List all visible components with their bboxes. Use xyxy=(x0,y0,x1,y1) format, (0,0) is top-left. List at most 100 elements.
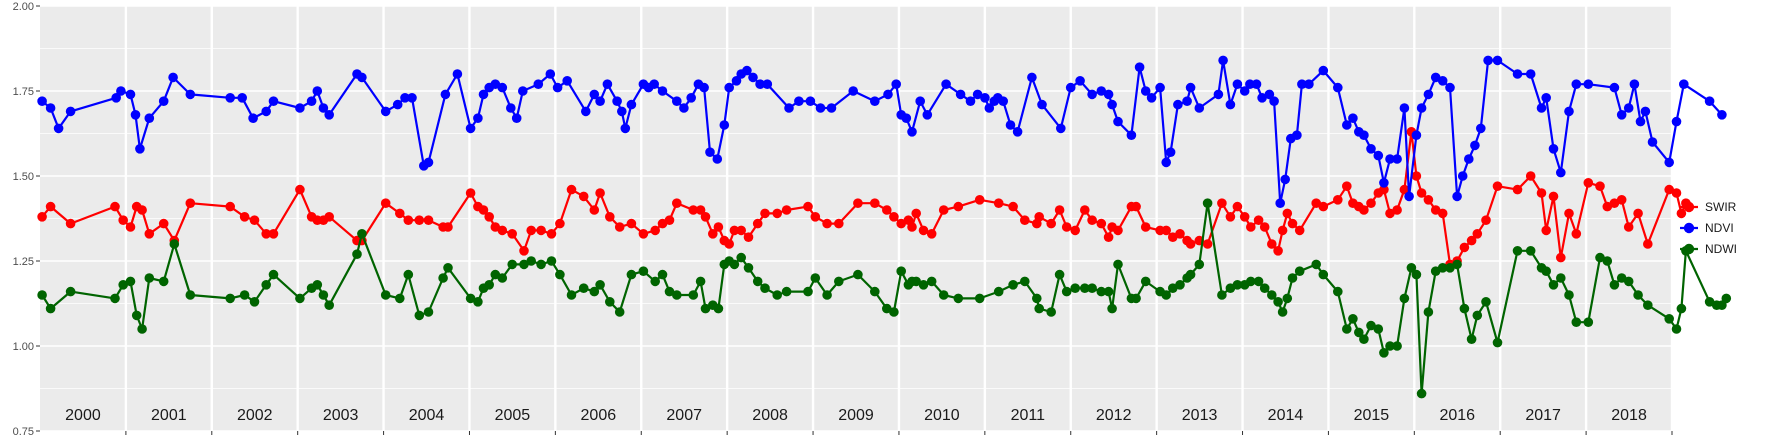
y-tick-label: 0.75 xyxy=(13,426,34,438)
swir-data-point xyxy=(1385,208,1395,219)
ndvi-data-point xyxy=(686,93,696,103)
ndvi-data-point xyxy=(1525,69,1536,79)
ndwi-data-point xyxy=(1333,286,1343,297)
ndwi-data-point xyxy=(688,290,699,300)
ndwi-data-point xyxy=(65,286,76,297)
swir-data-point xyxy=(1411,171,1422,181)
ndvi-data-point xyxy=(261,106,272,117)
ndvi-data-point xyxy=(1359,130,1369,140)
year-label: 2006 xyxy=(581,407,617,424)
year-label: 2017 xyxy=(1525,407,1561,424)
swir-data-point xyxy=(555,218,565,229)
ndwi-data-point xyxy=(1131,293,1141,304)
ndwi-data-point xyxy=(1379,348,1389,358)
swir-data-point xyxy=(626,218,637,229)
swir-data-point xyxy=(158,218,169,229)
ndwi-data-point xyxy=(414,310,425,321)
ndvi-data-point xyxy=(901,113,912,123)
ndwi-data-point xyxy=(1445,263,1455,273)
ndvi-data-point xyxy=(1134,62,1145,72)
swir-data-point xyxy=(882,205,892,215)
ndvi-data-point xyxy=(755,79,765,89)
ndwi-data-point xyxy=(672,290,682,300)
ndvi-data-point xyxy=(826,103,837,113)
ndvi-data-point xyxy=(1583,79,1594,89)
ndvi-data-point xyxy=(473,113,483,123)
swir-data-point xyxy=(638,229,649,239)
ndvi-data-point xyxy=(45,103,56,113)
ndvi-data-point xyxy=(1411,130,1422,140)
swir-data-point xyxy=(65,218,76,229)
year-label: 2005 xyxy=(495,407,531,424)
ndwi-data-point xyxy=(657,269,668,280)
ndvi-data-point xyxy=(1155,82,1165,93)
ndwi-data-point xyxy=(1070,283,1080,294)
ndvi-data-point xyxy=(1280,174,1290,185)
ndwi-data-point xyxy=(497,273,508,283)
ndvi-data-point xyxy=(1512,69,1523,79)
ndvi-data-point xyxy=(1107,99,1117,110)
ndwi-data-point xyxy=(1359,334,1369,345)
swir-data-point xyxy=(1633,208,1643,219)
ndvi-data-point xyxy=(1464,154,1474,164)
ndvi-data-point xyxy=(1385,154,1395,164)
ndvi-data-point xyxy=(1304,79,1314,89)
ndwi-data-point xyxy=(295,293,305,304)
swir-data-point xyxy=(1287,218,1298,229)
ndvi-data-point xyxy=(612,96,622,106)
ndvi-data-point xyxy=(1399,103,1410,113)
ndvi-data-point xyxy=(784,103,794,113)
ndvi-data-point xyxy=(1005,120,1016,130)
swir-data-point xyxy=(1466,235,1477,246)
swir-data-point xyxy=(324,212,335,222)
ndvi-data-point xyxy=(1126,130,1137,140)
ndwi-data-point xyxy=(1609,280,1620,290)
swir-data-point xyxy=(729,225,740,236)
ndvi-data-point xyxy=(1225,99,1236,110)
swir-data-point xyxy=(1217,198,1227,208)
ndwi-data-point xyxy=(1525,246,1536,256)
swir-data-point xyxy=(736,225,746,236)
ndvi-data-point xyxy=(1623,103,1634,113)
ndwi-data-point xyxy=(626,269,637,280)
ndwi-data-point xyxy=(1602,256,1613,266)
ndwi-data-point xyxy=(752,276,763,287)
year-label: 2004 xyxy=(409,407,445,424)
swir-data-point xyxy=(911,208,921,219)
ndwi-data-point xyxy=(834,276,844,287)
ndvi-data-point xyxy=(248,113,258,123)
ndwi-data-point xyxy=(1096,286,1107,297)
ndvi-data-point xyxy=(955,89,966,100)
ndwi-data-point xyxy=(169,239,180,249)
ndvi-data-point xyxy=(1679,79,1689,89)
swir-data-point xyxy=(938,205,949,215)
ndwi-data-point xyxy=(736,252,746,263)
swir-data-point xyxy=(589,205,600,215)
ndvi-data-point xyxy=(595,96,605,106)
y-tick-label: 1.50 xyxy=(13,171,34,183)
ndvi-data-point xyxy=(1245,79,1255,89)
ndwi-data-point xyxy=(1273,297,1283,307)
ndwi-data-point xyxy=(810,273,821,283)
swir-data-point xyxy=(1416,188,1427,198)
swir-data-point xyxy=(853,198,863,208)
ndwi-data-point xyxy=(760,283,770,294)
swir-data-point xyxy=(896,218,906,229)
ndwi-data-point xyxy=(352,249,362,259)
ndwi-data-point xyxy=(519,259,529,270)
swir-data-point xyxy=(1564,208,1574,219)
ndwi-data-point xyxy=(318,290,329,300)
swir-data-point xyxy=(1481,215,1491,225)
ndwi-data-point xyxy=(938,290,949,300)
ndwi-data-point xyxy=(507,259,517,270)
y-tick-label: 1.75 xyxy=(13,86,34,98)
swir-data-point xyxy=(1277,225,1288,236)
swir-data-point xyxy=(395,208,405,219)
ndvi-data-point xyxy=(324,110,335,120)
ndvi-data-point xyxy=(1616,110,1627,120)
ndwi-data-point xyxy=(1373,324,1384,334)
ndvi-data-point xyxy=(1671,116,1682,127)
swir-data-point xyxy=(1273,246,1283,256)
ndvi-data-point xyxy=(965,96,976,106)
